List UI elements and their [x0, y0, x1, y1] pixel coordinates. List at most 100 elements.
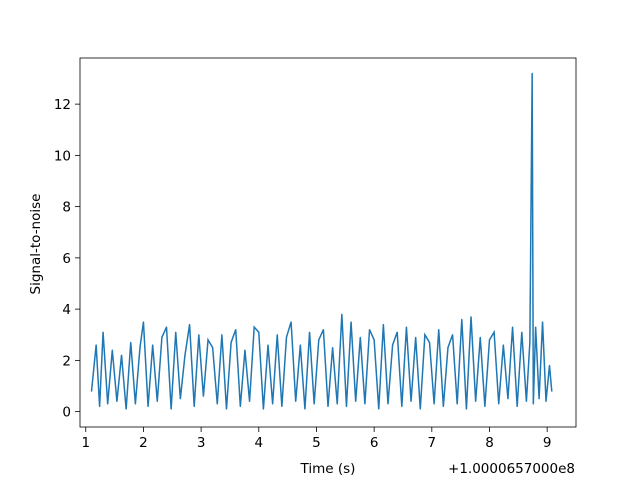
- y-tick-label: 2: [62, 353, 71, 369]
- data-point: [516, 405, 518, 408]
- data-point: [239, 405, 241, 408]
- y-axis-label: Signal-to-noise: [28, 194, 44, 295]
- data-point: [161, 336, 163, 338]
- data-point: [184, 354, 186, 356]
- data-point: [225, 408, 228, 410]
- data-point: [327, 405, 329, 408]
- data-point: [142, 321, 145, 323]
- y-tick-label: 4: [62, 302, 71, 318]
- data-point: [442, 405, 444, 408]
- data-point: [262, 408, 264, 410]
- x-tick-label: 6: [370, 435, 379, 451]
- x-offset-label: +1.0000657000e8: [448, 461, 575, 477]
- data-point: [341, 313, 343, 315]
- data-point: [102, 331, 104, 333]
- data-point: [498, 403, 500, 405]
- data-point: [551, 390, 553, 392]
- data-point: [90, 390, 93, 392]
- data-point: [193, 405, 195, 408]
- data-point: [470, 316, 472, 318]
- y-tick-label: 6: [62, 251, 71, 267]
- data-point: [545, 400, 547, 402]
- data-point: [511, 326, 514, 328]
- data-point: [304, 408, 306, 410]
- data-point: [382, 323, 384, 326]
- x-tick-label: 4: [254, 435, 263, 451]
- data-point: [313, 403, 315, 405]
- data-point: [419, 408, 421, 410]
- x-tick-label: 5: [312, 435, 321, 451]
- data-point: [253, 326, 255, 328]
- data-point: [116, 400, 118, 402]
- y-tick-label: 12: [54, 97, 71, 113]
- data-point: [120, 354, 123, 356]
- data-point: [207, 339, 209, 341]
- data-point: [290, 321, 292, 323]
- data-point: [345, 405, 348, 408]
- data-point: [410, 400, 412, 402]
- y-tick-label: 10: [54, 148, 71, 164]
- data-point: [355, 400, 357, 402]
- plot-frame: [79, 57, 577, 428]
- data-point: [364, 403, 366, 405]
- data-point: [212, 346, 214, 349]
- data-point: [130, 341, 132, 344]
- data-point: [507, 398, 509, 400]
- data-point: [396, 331, 398, 333]
- data-point: [152, 344, 154, 346]
- data-point: [107, 403, 109, 405]
- data-point: [165, 326, 168, 328]
- data-point: [332, 346, 334, 349]
- data-point: [221, 334, 223, 336]
- data-point: [170, 408, 172, 410]
- x-tick-label: 7: [428, 435, 437, 451]
- data-point: [156, 400, 158, 402]
- data-point: [405, 326, 408, 328]
- data-point: [493, 331, 495, 333]
- data-point: [216, 403, 218, 405]
- data-point: [248, 400, 251, 402]
- data-point: [465, 408, 468, 410]
- data-point: [532, 403, 534, 405]
- data-point: [111, 349, 113, 351]
- data-point: [525, 400, 528, 402]
- data-point: [179, 398, 181, 400]
- data-point: [373, 339, 375, 341]
- data-point: [285, 336, 288, 338]
- data-point: [401, 405, 403, 408]
- data-point: [488, 339, 491, 341]
- x-tick-label: 9: [543, 435, 552, 451]
- data-point: [258, 331, 260, 333]
- data-point: [392, 344, 394, 346]
- data-point: [447, 346, 449, 349]
- data-point: [318, 339, 320, 341]
- y-tick-label: 8: [62, 200, 71, 216]
- data-point: [125, 408, 127, 410]
- data-point: [456, 403, 458, 405]
- data-point: [475, 400, 477, 402]
- data-point: [378, 408, 380, 410]
- x-axis-label: Time (s): [300, 461, 356, 477]
- data-point: [428, 341, 431, 344]
- data-point: [521, 331, 523, 333]
- data-point: [336, 403, 338, 405]
- data-point: [433, 403, 435, 405]
- x-tick-label: 8: [485, 435, 494, 451]
- data-point: [322, 329, 324, 331]
- data-point: [479, 336, 481, 338]
- data-point: [134, 403, 136, 405]
- data-point: [424, 334, 426, 336]
- data-point: [368, 329, 371, 331]
- data-point: [267, 344, 269, 346]
- data-point: [202, 395, 205, 397]
- data-point: [235, 329, 237, 331]
- data-point: [299, 344, 301, 346]
- data-point: [451, 334, 454, 336]
- data-point: [461, 318, 463, 320]
- data-point: [139, 346, 141, 349]
- data-point: [295, 400, 297, 402]
- data-point: [548, 364, 551, 367]
- data-point: [188, 323, 191, 326]
